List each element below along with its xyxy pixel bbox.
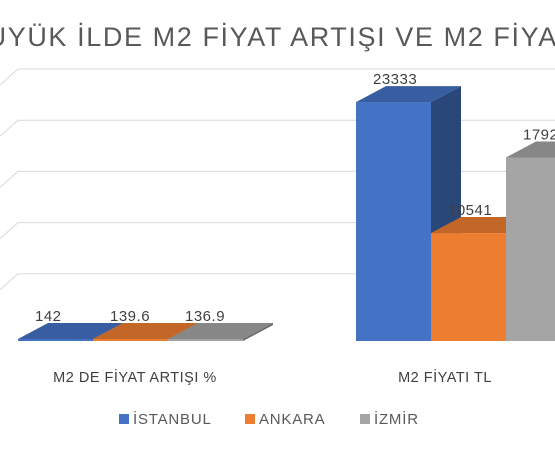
bars xyxy=(18,86,555,341)
legend-item-i̇stanbul: İSTANBUL xyxy=(119,410,212,428)
legend-swatch xyxy=(119,414,129,424)
category-label: M2 DE FİYAT ARTIŞI % xyxy=(53,368,217,386)
data-label: 17920 xyxy=(523,126,555,143)
legend-swatch xyxy=(245,414,255,424)
legend-label: İSTANBUL xyxy=(133,410,212,428)
legend-item-i̇zmi̇r: İZMİR xyxy=(360,410,419,428)
data-label: 139.6 xyxy=(110,308,150,325)
legend: İSTANBUL ANKARA İZMİR xyxy=(119,410,419,428)
data-label: 142 xyxy=(35,308,62,325)
legend-swatch xyxy=(360,414,370,424)
data-label: 23333 xyxy=(373,71,417,88)
gridline xyxy=(0,119,555,137)
bar-i̇zmi̇r xyxy=(168,323,273,341)
data-label: 10541 xyxy=(448,202,492,219)
bar-i̇zmi̇r xyxy=(506,141,555,341)
gridline xyxy=(0,68,555,86)
data-label: 136.9 xyxy=(185,308,225,325)
chart-title: BÜYÜK İLDE M2 FİYAT ARTIŞI VE M2 FİYATI xyxy=(0,21,555,52)
data-labels: 142 139.6 136.9 23333 10541 17920 xyxy=(35,71,555,325)
legend-item-ankara: ANKARA xyxy=(245,411,326,428)
category-labels: M2 DE FİYAT ARTIŞI % M2 FİYATI TL xyxy=(53,368,492,386)
category-label: M2 FİYATI TL xyxy=(398,368,492,386)
legend-label: ANKARA xyxy=(259,411,326,428)
gridline xyxy=(0,170,555,188)
legend-label: İZMİR xyxy=(374,410,419,428)
